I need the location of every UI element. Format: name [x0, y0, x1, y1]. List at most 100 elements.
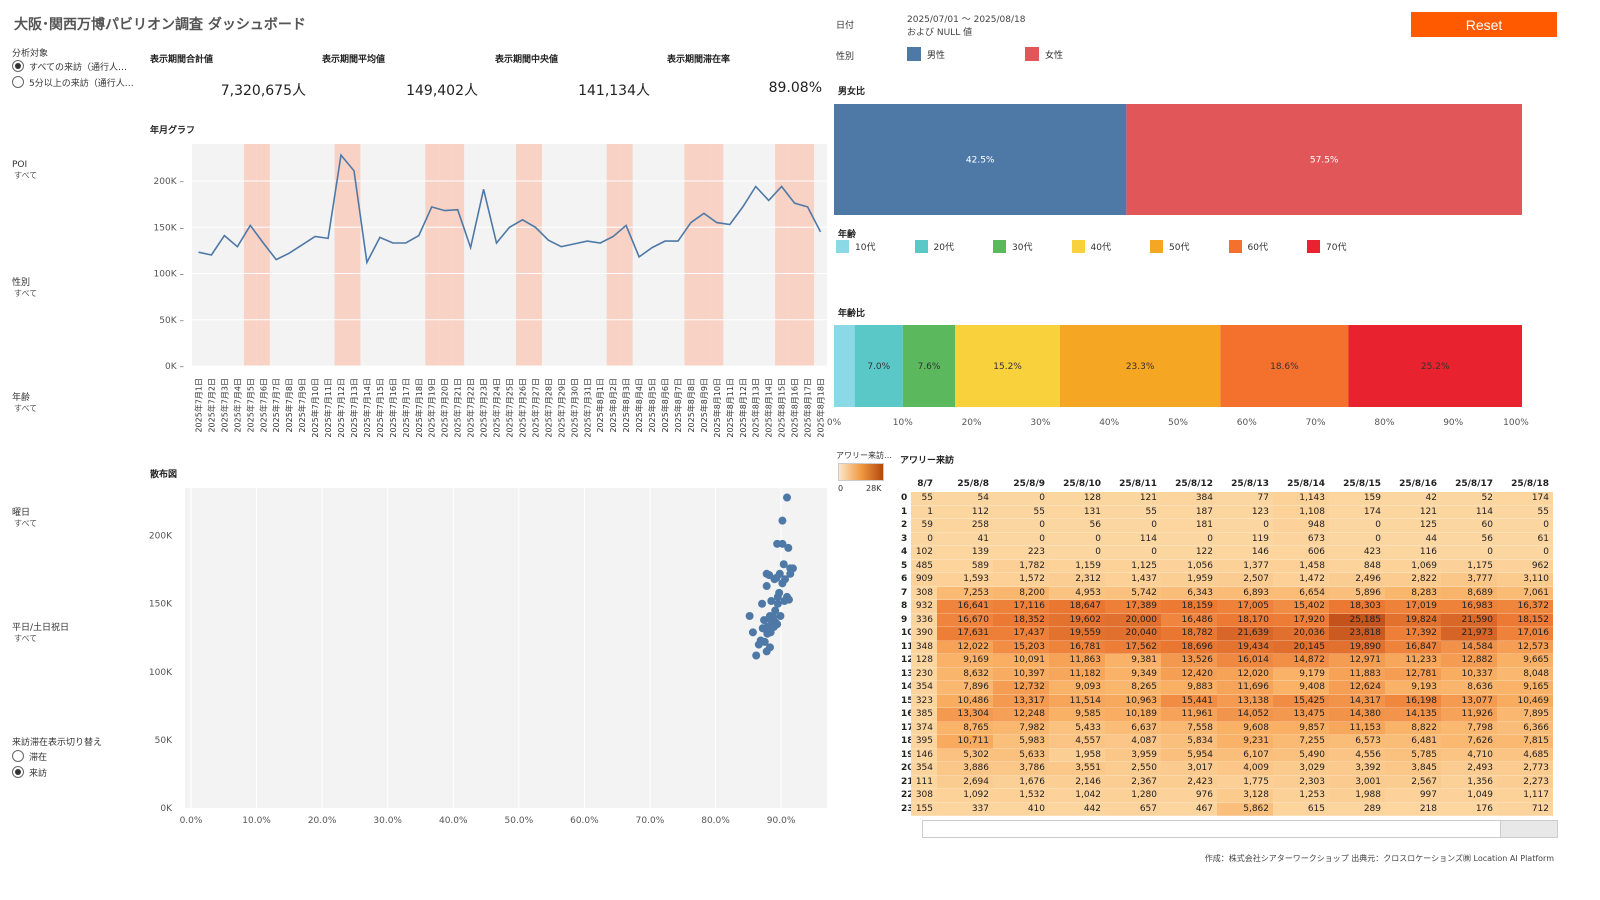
toggle-option-stay[interactable]: 滞在 — [12, 748, 47, 764]
heatmap-cell[interactable]: 3,886 — [937, 762, 993, 776]
age-legend-item[interactable]: 70代 — [1307, 240, 1346, 253]
heatmap-cell[interactable]: 8,200 — [993, 586, 1049, 600]
heatmap-cell[interactable]: 181 — [1161, 519, 1217, 533]
heatmap-cell[interactable]: 1,175 — [1441, 559, 1497, 573]
heatmap-cell[interactable]: 16,014 — [1217, 654, 1273, 668]
heatmap-cell[interactable]: 19,559 — [1049, 627, 1105, 641]
heatmap-cell[interactable]: 54 — [937, 492, 993, 506]
scatter-point[interactable] — [778, 539, 787, 548]
heatmap-cell[interactable]: 9,608 — [1217, 721, 1273, 735]
heatmap-cell[interactable]: 23,818 — [1329, 627, 1385, 641]
heatmap-cell[interactable]: 112 — [937, 505, 993, 519]
heatmap-cell[interactable]: 0 — [993, 492, 1049, 506]
heatmap-cell[interactable]: 17,019 — [1385, 600, 1441, 614]
heatmap-cell[interactable]: 3,110 — [1497, 573, 1553, 587]
line-point[interactable] — [326, 236, 331, 241]
line-point[interactable] — [442, 208, 447, 213]
line-point[interactable] — [598, 240, 603, 245]
heatmap-cell[interactable]: 1,959 — [1161, 573, 1217, 587]
heatmap-cell[interactable]: 17,631 — [937, 627, 993, 641]
heatmap-cell[interactable]: 7,626 — [1441, 735, 1497, 749]
heatmap-cell[interactable]: 4,710 — [1441, 748, 1497, 762]
heatmap-cell[interactable]: 11,233 — [1385, 654, 1441, 668]
heatmap-cell[interactable]: 6,637 — [1105, 721, 1161, 735]
reset-button[interactable]: Reset — [1411, 12, 1557, 37]
heatmap-cell[interactable]: 12,573 — [1497, 640, 1553, 654]
heatmap-cell[interactable]: 12,781 — [1385, 667, 1441, 681]
scatter-point[interactable] — [784, 543, 793, 552]
heatmap-cell[interactable]: 19,824 — [1385, 613, 1441, 627]
scatter-point[interactable] — [776, 612, 785, 620]
heatmap-cell[interactable]: 7,061 — [1497, 586, 1553, 600]
heatmap-cell[interactable]: 11,926 — [1441, 708, 1497, 722]
heatmap-cell[interactable]: 1,056 — [1161, 559, 1217, 573]
heatmap-cell[interactable]: 14,380 — [1329, 708, 1385, 722]
heatmap-cell[interactable]: 657 — [1105, 802, 1161, 816]
heatmap-cell[interactable]: 20,036 — [1273, 627, 1329, 641]
toggle-option-visit[interactable]: 来訪 — [12, 764, 47, 780]
heatmap-cell[interactable]: 2,303 — [1273, 775, 1329, 789]
heatmap-cell[interactable]: 12,022 — [937, 640, 993, 654]
heatmap-cell[interactable]: 11,883 — [1329, 667, 1385, 681]
heatmap-cell[interactable]: 589 — [937, 559, 993, 573]
heatmap-cell[interactable]: 0 — [1329, 532, 1385, 546]
heatmap-cell[interactable]: 10,469 — [1497, 694, 1553, 708]
line-chart[interactable]: 0K –50K –100K –150K –200K –2025年7月1日 2025… — [150, 140, 830, 445]
heatmap-cell[interactable]: 6,107 — [1217, 748, 1273, 762]
heatmap-cell[interactable]: 9,193 — [1385, 681, 1441, 695]
heatmap-cell[interactable]: 1,437 — [1105, 573, 1161, 587]
heatmap-cell[interactable]: 21,590 — [1441, 613, 1497, 627]
heatmap-cell[interactable]: 9,179 — [1273, 667, 1329, 681]
line-point[interactable] — [248, 223, 253, 228]
age-legend-item[interactable]: 50代 — [1150, 240, 1189, 253]
heatmap-cell[interactable]: 17,437 — [993, 627, 1049, 641]
heatmap-cell[interactable]: 52 — [1441, 492, 1497, 506]
filter-daytype[interactable]: 平日/土日祝日 すべて — [12, 623, 70, 643]
heatmap-cell[interactable]: 2,822 — [1385, 573, 1441, 587]
heatmap-cell[interactable]: 0 — [1161, 532, 1217, 546]
heatmap-cell[interactable]: 8,283 — [1385, 586, 1441, 600]
scatter-point[interactable] — [773, 592, 782, 601]
scatter-point[interactable] — [767, 597, 776, 606]
line-point[interactable] — [818, 229, 823, 234]
heatmap-cell[interactable]: 10,711 — [937, 735, 993, 749]
heatmap-cell[interactable]: 5,433 — [1049, 721, 1105, 735]
heatmap-cell[interactable]: 18,696 — [1161, 640, 1217, 654]
filter-weekday[interactable]: 曜日 すべて — [12, 508, 38, 528]
heatmap-cell[interactable]: 1,988 — [1329, 789, 1385, 803]
heatmap-cell[interactable]: 59 — [911, 519, 937, 533]
heatmap-cell[interactable]: 122 — [1161, 546, 1217, 560]
scatter-chart[interactable]: 0.0% 10.0% 20.0% 30.0% 40.0% 50.0% 60.0% 70.0% 8… — [140, 485, 830, 835]
heatmap-cell[interactable]: 1,159 — [1049, 559, 1105, 573]
line-point[interactable] — [507, 225, 512, 230]
heatmap-cell[interactable]: 8,632 — [937, 667, 993, 681]
heatmap-table[interactable]: 8/7 25/8/8 25/8/9 25/8/10 25/8/11 25/8/12 25/8… — [897, 476, 1557, 818]
heatmap-cell[interactable]: 385 — [911, 708, 937, 722]
heatmap-cell[interactable]: 2,273 — [1497, 775, 1553, 789]
heatmap-cell[interactable]: 174 — [1329, 505, 1385, 519]
heatmap-cell[interactable]: 13,138 — [1217, 694, 1273, 708]
heatmap-cell[interactable]: 77 — [1217, 492, 1273, 506]
heatmap-cell[interactable]: 9,349 — [1105, 667, 1161, 681]
heatmap-cell[interactable]: 159 — [1329, 492, 1385, 506]
heatmap-cell[interactable]: 14,052 — [1217, 708, 1273, 722]
heatmap-cell[interactable]: 442 — [1049, 802, 1105, 816]
heatmap-cell[interactable]: 146 — [1217, 546, 1273, 560]
heatmap-cell[interactable]: 1,356 — [1441, 775, 1497, 789]
line-point[interactable] — [222, 233, 227, 238]
bar-segment[interactable] — [854, 325, 903, 407]
heatmap-cell[interactable]: 155 — [911, 802, 937, 816]
filter-poi[interactable]: POI すべて — [12, 160, 38, 180]
heatmap-cell[interactable]: 1,049 — [1441, 789, 1497, 803]
line-point[interactable] — [377, 235, 382, 240]
heatmap-cell[interactable]: 17,920 — [1273, 613, 1329, 627]
heatmap-cell[interactable]: 962 — [1497, 559, 1553, 573]
heatmap-cell[interactable]: 8,048 — [1497, 667, 1553, 681]
heatmap-cell[interactable]: 948 — [1273, 519, 1329, 533]
heatmap-cell[interactable]: 2,496 — [1329, 573, 1385, 587]
heatmap-cell[interactable]: 10,337 — [1441, 667, 1497, 681]
heatmap-cell[interactable]: 5,633 — [993, 748, 1049, 762]
heatmap-cell[interactable]: 3,128 — [1217, 789, 1273, 803]
line-point[interactable] — [805, 204, 810, 209]
heatmap-cell[interactable]: 25,185 — [1329, 613, 1385, 627]
